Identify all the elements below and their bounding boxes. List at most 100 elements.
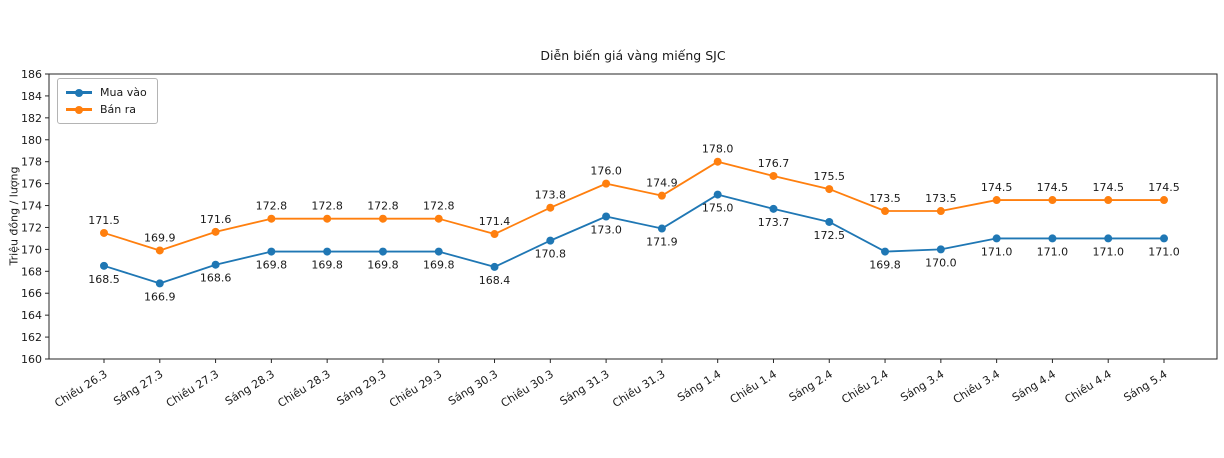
data-point [881, 207, 890, 216]
x-tick-label: Chiều 29.3 [387, 368, 444, 411]
data-point-label: 172.8 [367, 200, 399, 213]
data-point-label: 171.9 [646, 236, 678, 249]
data-point-label: 174.5 [1092, 181, 1124, 194]
data-point [211, 227, 220, 236]
data-point [100, 261, 108, 270]
data-point-label: 174.9 [646, 177, 678, 190]
legend-line-marker-icon [66, 105, 92, 114]
data-point [378, 214, 387, 223]
data-point-label: 171.4 [479, 215, 511, 228]
data-point [1104, 234, 1113, 243]
y-tick-label: 166 [21, 287, 42, 300]
y-tick-label: 160 [21, 353, 42, 366]
x-tick-label: Chiều 1.4 [728, 368, 779, 407]
x-tick-label: Sáng 31.3 [558, 368, 612, 409]
data-point-label: 173.8 [535, 189, 567, 202]
data-point-label: 171.5 [88, 214, 120, 227]
data-point-label: 176.0 [590, 165, 622, 178]
data-point [1048, 196, 1057, 205]
y-tick-label: 186 [21, 68, 42, 81]
legend-item-mua-vao: Mua vào [66, 84, 147, 101]
series-line [103, 193, 1164, 285]
x-tick-label: Sáng 30.3 [446, 368, 500, 409]
data-point [323, 214, 332, 223]
data-point [546, 236, 555, 245]
data-point [434, 214, 443, 223]
data-point [881, 247, 890, 256]
x-tick-label: Chiều 31.3 [610, 368, 667, 411]
data-point-label: 172.8 [423, 200, 455, 213]
x-tick-label: Sáng 29.3 [334, 368, 388, 409]
data-point-label: 175.0 [702, 202, 734, 215]
data-point-label: 170.8 [535, 248, 567, 261]
data-point-label: 169.8 [869, 259, 901, 272]
data-point-label: 172.8 [256, 200, 288, 213]
data-point-label: 173.7 [758, 216, 790, 229]
data-point-label: 172.8 [311, 200, 343, 213]
data-point [1048, 234, 1057, 243]
y-tick-label: 178 [21, 156, 42, 169]
data-point-label: 174.5 [981, 181, 1013, 194]
data-point [100, 228, 108, 237]
data-point [490, 262, 499, 271]
data-point [602, 212, 611, 221]
data-point-label: 172.5 [814, 229, 846, 242]
data-point [825, 217, 834, 226]
data-point [323, 247, 332, 256]
data-point [992, 196, 1001, 205]
data-point-label: 174.5 [1037, 181, 1069, 194]
data-point [825, 185, 834, 194]
data-point-label: 169.8 [423, 259, 455, 272]
data-point [490, 230, 499, 239]
x-tick-label: Sáng 5.4 [1121, 368, 1169, 405]
x-tick-label: Sáng 3.4 [898, 368, 946, 405]
y-tick-label: 172 [21, 221, 42, 234]
legend-label: Bán ra [100, 103, 137, 116]
data-point-label: 169.8 [311, 259, 343, 272]
y-tick-label: 170 [21, 243, 42, 256]
data-point-label: 176.7 [758, 157, 790, 170]
y-tick-label: 184 [21, 90, 42, 103]
data-point-label: 171.0 [981, 245, 1013, 258]
data-point [936, 207, 945, 216]
y-tick-label: 162 [21, 331, 42, 344]
data-point-label: 168.4 [479, 274, 511, 287]
y-tick-label: 176 [21, 178, 42, 191]
data-point-label: 168.5 [88, 273, 120, 286]
data-point [769, 204, 778, 213]
data-point-label: 169.8 [256, 259, 288, 272]
legend: Mua vào Bán ra [57, 78, 158, 124]
data-point [267, 247, 276, 256]
plot-border [48, 73, 1218, 360]
data-point-label: 169.8 [367, 259, 399, 272]
data-point [211, 260, 220, 269]
data-point [602, 179, 611, 188]
data-point-label: 171.0 [1148, 245, 1180, 258]
data-point-label: 173.5 [925, 192, 957, 205]
data-point-label: 171.0 [1037, 245, 1069, 258]
y-axis-label: Triệu đồng / lượng [7, 166, 21, 266]
x-tick-label: Sáng 4.4 [1010, 368, 1058, 405]
data-point-label: 169.9 [144, 231, 176, 244]
data-point [657, 191, 666, 200]
data-point [267, 214, 276, 223]
data-point [936, 245, 945, 254]
data-point-label: 174.5 [1148, 181, 1180, 194]
data-point [713, 190, 722, 199]
data-point [155, 279, 164, 288]
x-tick-label: Chiều 26.3 [52, 368, 109, 411]
data-point-label: 166.9 [144, 290, 176, 303]
x-tick-label: Chiều 4.4 [1062, 368, 1113, 407]
y-tick-label: 182 [21, 112, 42, 125]
x-tick-label: Sáng 28.3 [223, 368, 277, 409]
y-tick-label: 164 [21, 309, 42, 322]
x-tick-label: Chiều 27.3 [164, 368, 221, 411]
data-point [1160, 196, 1168, 205]
y-tick-label: 180 [21, 134, 42, 147]
chart-title: Diễn biến giá vàng miếng SJC [540, 48, 726, 63]
data-point [155, 246, 164, 255]
data-point-label: 173.5 [869, 192, 901, 205]
data-point [434, 247, 443, 256]
